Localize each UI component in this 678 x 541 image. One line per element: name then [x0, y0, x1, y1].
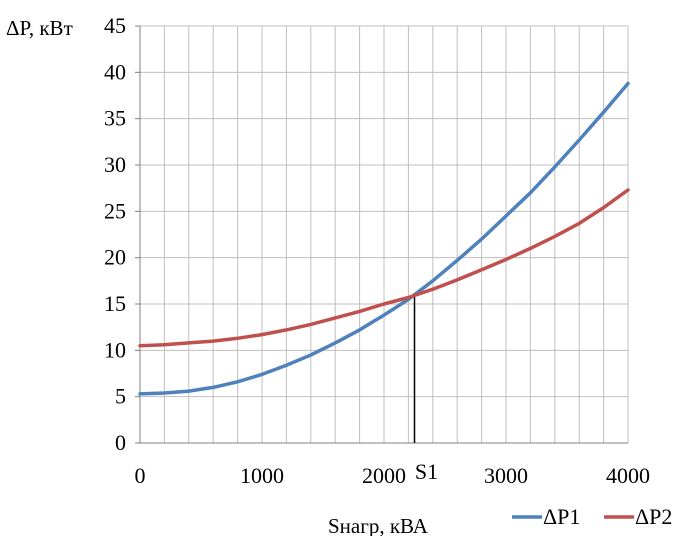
x-tick-label: 3000 — [484, 463, 528, 488]
x-tick-label: 2000 — [362, 463, 406, 488]
y-tick-label: 15 — [104, 291, 126, 316]
x-tick-label: 1000 — [240, 463, 284, 488]
s1-marker: S1 — [413, 296, 438, 484]
series-lines — [138, 81, 630, 396]
series-line-1 — [138, 81, 630, 396]
legend-label-1: ΔP1 — [543, 504, 580, 529]
y-tick-label: 45 — [104, 13, 126, 38]
y-tick-label: 30 — [104, 152, 126, 177]
y-tick-label: 40 — [104, 59, 126, 84]
y-tick-label: 25 — [104, 198, 126, 223]
y-tick-label: 20 — [104, 245, 126, 270]
x-tick-label: 4000 — [606, 463, 650, 488]
y-tick-label: 0 — [115, 430, 126, 455]
legend-label-2: ΔP2 — [635, 504, 672, 529]
y-tick-label: 5 — [115, 384, 126, 409]
x-tick-label: 0 — [135, 463, 146, 488]
x-axis-title: Sнагр, кВА — [328, 514, 429, 536]
y-tick-label: 10 — [104, 337, 126, 362]
axes — [135, 25, 628, 444]
legend: ΔP1 ΔP2 — [512, 504, 672, 529]
s1-marker-label: S1 — [415, 459, 438, 484]
series-line-2 — [138, 188, 630, 348]
tick-labels: 0 5 10 15 20 25 30 35 40 45 0 1000 2000 3000 4000 — [104, 13, 650, 488]
y-axis-title: ΔP, кВт — [6, 16, 73, 40]
y-tick-label: 35 — [104, 106, 126, 131]
